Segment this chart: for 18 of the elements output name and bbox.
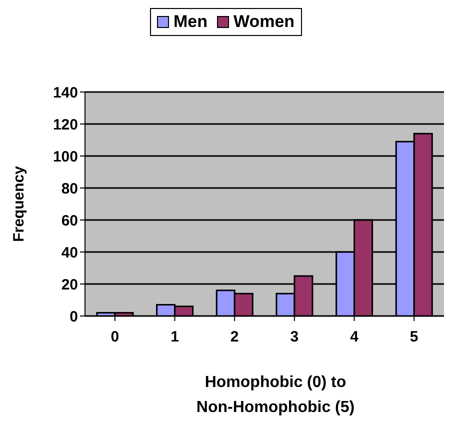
x-tick-label: 1 xyxy=(170,328,179,346)
x-tick-label: 2 xyxy=(230,328,239,346)
y-tick-label: 20 xyxy=(61,276,78,294)
y-tick-label: 120 xyxy=(52,116,78,134)
y-tick-label: 100 xyxy=(52,148,78,166)
x-tick-label: 3 xyxy=(290,328,299,346)
x-tick-label: 4 xyxy=(350,328,360,346)
legend-label: Men xyxy=(172,12,208,32)
legend-label: Women xyxy=(232,12,295,32)
y-tick-label: 60 xyxy=(61,212,78,230)
x-tick-label: 5 xyxy=(410,328,418,346)
y-tick-label: 80 xyxy=(61,180,78,198)
x-tick-label: 0 xyxy=(110,328,120,346)
y-axis-title: Frequency xyxy=(10,165,28,242)
x-axis-title: Homophobic (0) to Non-Homophobic (5) xyxy=(195,373,356,418)
y-tick-label: 140 xyxy=(52,84,78,102)
y-tick-label: 0 xyxy=(70,308,78,326)
y-tick-label: 40 xyxy=(61,244,78,262)
